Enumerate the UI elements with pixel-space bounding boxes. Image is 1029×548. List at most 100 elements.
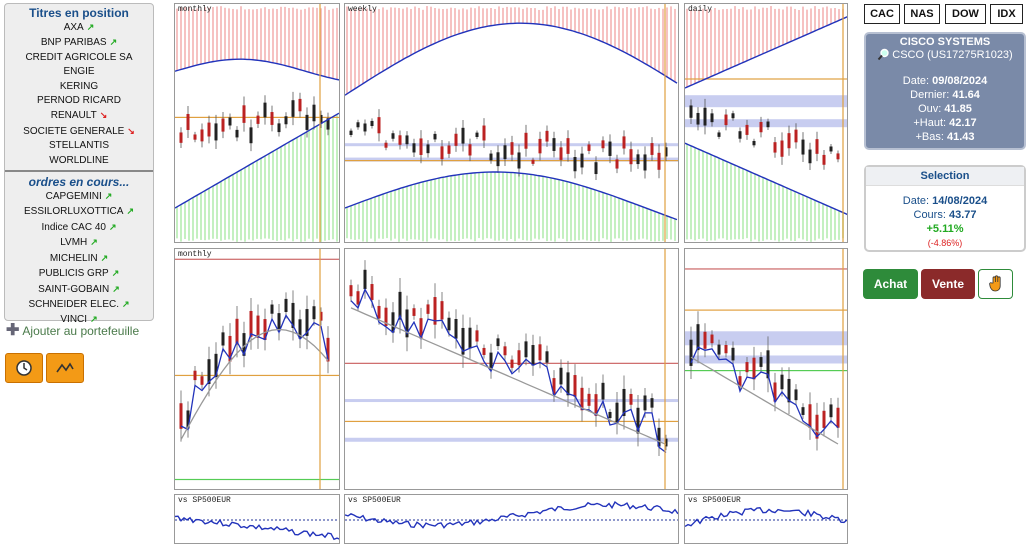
- chart-daily[interactable]: daily: [684, 3, 848, 243]
- candle-body: [836, 153, 840, 160]
- lower-band-line: [175, 112, 339, 209]
- position-item[interactable]: RENAULT ↘: [5, 108, 153, 123]
- position-item-label: STELLANTIS: [48, 140, 110, 152]
- chart-daily-label: daily: [688, 5, 713, 14]
- order-item[interactable]: PUBLICIS GRP ↗: [5, 266, 153, 281]
- candle-body: [384, 307, 388, 326]
- divider: [5, 170, 153, 173]
- candle-body: [808, 404, 812, 429]
- chart-weekly-candles[interactable]: [344, 248, 679, 490]
- position-item-label: KERING: [59, 80, 99, 92]
- chart-weekly-vs[interactable]: vs SP500EUR: [344, 494, 679, 544]
- candle-body: [594, 394, 598, 416]
- candle-body: [377, 117, 381, 134]
- hand-button[interactable]: [978, 269, 1013, 299]
- trend-button[interactable]: [46, 353, 84, 383]
- candle-body: [277, 313, 281, 332]
- position-item[interactable]: CREDIT AGRICOLE SA: [5, 51, 153, 65]
- position-item[interactable]: AXA ↗: [5, 20, 153, 35]
- search-icon[interactable]: [877, 48, 890, 61]
- position-item[interactable]: WORLDLINE: [5, 154, 153, 168]
- upper-band-line: [175, 58, 339, 81]
- order-item-label: CAPGEMINI: [45, 191, 102, 203]
- market-idx-button[interactable]: IDX: [990, 4, 1023, 24]
- order-item[interactable]: ESSILORLUXOTTICA ↗: [5, 204, 153, 219]
- candle-body: [829, 146, 833, 152]
- trend-up-icon: ↗: [122, 298, 130, 309]
- candle-body: [305, 114, 309, 130]
- order-item[interactable]: CAPGEMINI ↗: [5, 189, 153, 204]
- buy-button[interactable]: Achat: [863, 269, 918, 299]
- position-item-label: PERNOD RICARD: [37, 95, 121, 107]
- position-item[interactable]: KERING: [5, 80, 153, 94]
- position-item[interactable]: STELLANTIS: [5, 139, 153, 153]
- trend-up-icon: ↗: [104, 191, 113, 202]
- candle-body: [696, 112, 700, 125]
- candle-body: [214, 353, 218, 378]
- ticker-row: CSCO (US17275R1023): [866, 48, 1024, 61]
- position-item[interactable]: BNP PARIBAS ↗: [5, 35, 153, 50]
- chart-daily-candles[interactable]: [684, 248, 848, 490]
- candle-body: [787, 378, 791, 403]
- level-line: [685, 370, 847, 372]
- candle-body: [419, 318, 423, 339]
- candle-body: [447, 317, 451, 331]
- candle-body: [298, 98, 302, 112]
- clock-button[interactable]: [5, 353, 43, 383]
- candle-body: [363, 123, 367, 132]
- chart-monthly-label: monthly: [178, 5, 212, 14]
- candle-body: [496, 338, 500, 347]
- order-item-label: MICHELIN: [49, 252, 98, 264]
- order-item-label: LVMH: [60, 237, 88, 249]
- market-nas-button[interactable]: NAS: [904, 4, 940, 24]
- candle-body: [745, 124, 749, 135]
- chart-monthly-vs[interactable]: vs SP500EUR: [174, 494, 340, 544]
- position-item[interactable]: ENGIE: [5, 65, 153, 79]
- sell-button[interactable]: Vente: [921, 269, 975, 299]
- candle-body: [622, 388, 626, 416]
- candle-body: [738, 376, 742, 387]
- candle-body: [496, 152, 500, 167]
- chart-monthly-candles[interactable]: monthly: [174, 248, 340, 490]
- trend-icon: [56, 362, 74, 373]
- position-item[interactable]: SOCIETE GENERALE ↘: [5, 124, 153, 139]
- trend-up-icon: ↗: [109, 37, 118, 48]
- candle-body: [808, 149, 812, 164]
- plus-icon: ✚: [6, 322, 20, 339]
- candle-body: [780, 374, 784, 390]
- candle-body: [319, 311, 323, 321]
- position-item-label: ENGIE: [63, 66, 95, 78]
- candle-body: [242, 333, 246, 356]
- candle-body: [426, 144, 430, 154]
- chart-weekly[interactable]: weekly: [344, 3, 679, 243]
- order-item[interactable]: VINCI ↗: [5, 312, 153, 327]
- candle-body: [717, 344, 721, 355]
- candle-body: [305, 309, 309, 336]
- candle-body: [752, 357, 756, 380]
- trend-up-icon: ↗: [90, 314, 98, 325]
- order-item[interactable]: Indice CAC 40 ↗: [5, 220, 153, 235]
- order-item[interactable]: SAINT-GOBAIN ↗: [5, 282, 153, 297]
- level-line: [175, 258, 339, 260]
- relative-strength-line: [685, 507, 847, 528]
- position-item[interactable]: PERNOD RICARD: [5, 94, 153, 108]
- level-line: [345, 399, 678, 403]
- trend-up-icon: ↗: [108, 221, 117, 232]
- chart-monthly[interactable]: monthly: [174, 3, 340, 243]
- level-line: [345, 420, 678, 423]
- chart-daily-vs[interactable]: vs SP500EUR: [684, 494, 848, 544]
- upper-band-line: [685, 16, 847, 89]
- order-item[interactable]: MICHELIN ↗: [5, 251, 153, 266]
- candle-body: [636, 154, 640, 165]
- add-portfolio-link[interactable]: ✚ Ajouter au portefeuille: [6, 322, 139, 339]
- order-item[interactable]: SCHNEIDER ELEC. ↗: [5, 297, 153, 312]
- quote-low-row: +Bas: 41.43: [915, 131, 975, 143]
- market-cac-button[interactable]: CAC: [864, 4, 900, 24]
- candle-body: [664, 438, 668, 447]
- candle-body: [836, 407, 840, 428]
- quote-open: 41.85: [944, 103, 972, 115]
- market-dow-button[interactable]: DOW: [945, 4, 986, 24]
- candle-body: [689, 105, 693, 118]
- candle-body: [398, 135, 402, 145]
- order-item[interactable]: LVMH ↗: [5, 235, 153, 250]
